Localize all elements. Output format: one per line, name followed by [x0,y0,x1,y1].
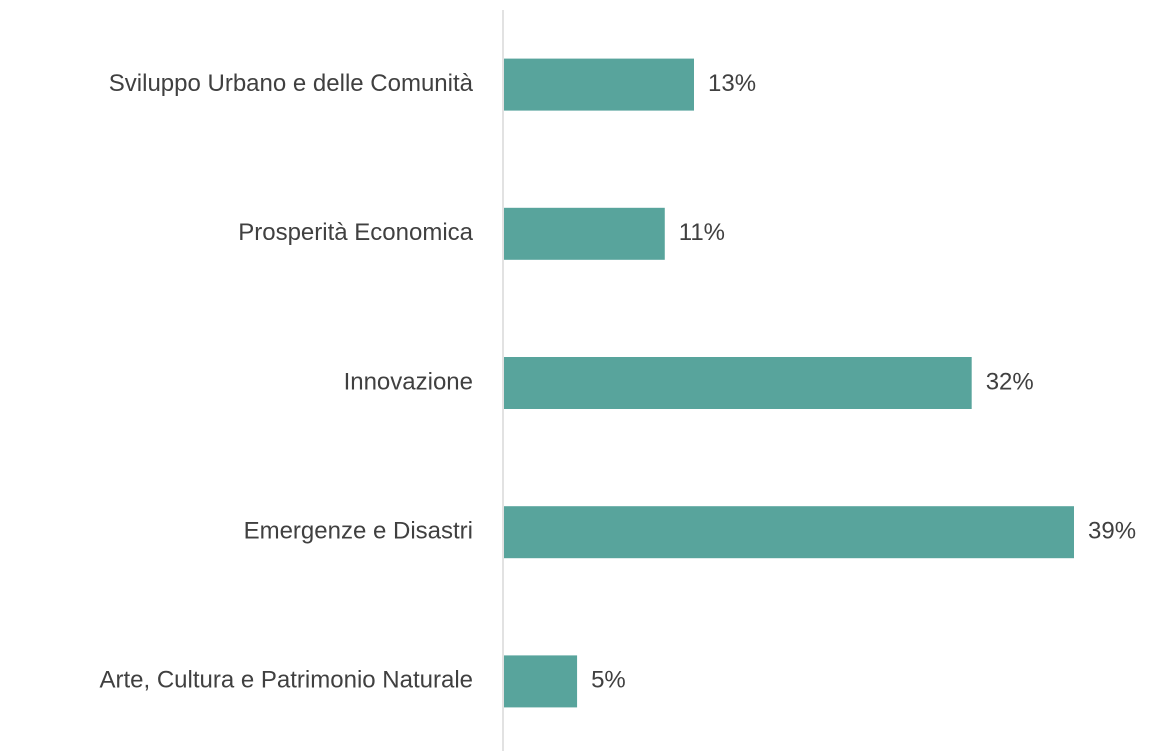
category-label: Emergenze e Disastri [244,518,473,545]
category-label: Arte, Cultura e Patrimonio Naturale [100,667,474,694]
value-label: 32% [986,368,1034,395]
value-label: 13% [708,70,756,97]
value-label: 39% [1088,518,1136,545]
bar [504,357,972,409]
value-label: 5% [591,667,626,694]
category-label: Sviluppo Urbano e delle Comunità [109,70,474,97]
bar [504,207,665,260]
bar [504,58,694,111]
value-label: 11% [679,219,725,246]
bar [504,655,578,708]
bar [504,506,1074,559]
category-label: Innovazione [344,368,473,395]
category-label: Prosperità Economica [238,219,473,246]
